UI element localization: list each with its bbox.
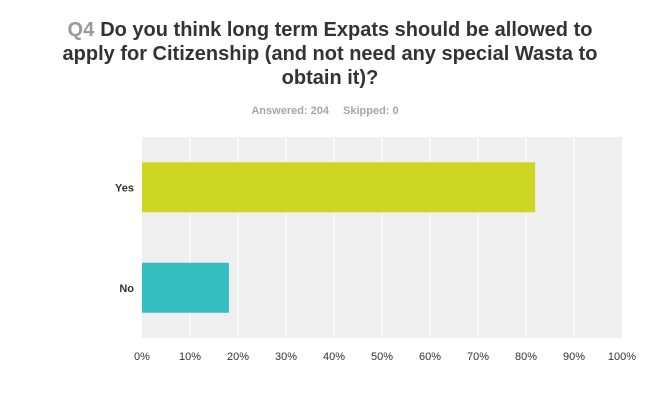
x-tick-label: 20% xyxy=(227,351,249,363)
x-tick-label: 70% xyxy=(467,351,489,363)
category-label: No xyxy=(119,283,134,295)
x-tick-label: 10% xyxy=(179,351,201,363)
x-tick-label: 0% xyxy=(134,351,150,363)
response-stats: Answered: 204 Skipped: 0 xyxy=(0,105,650,117)
x-tick-label: 30% xyxy=(275,351,297,363)
x-tick-label: 80% xyxy=(515,351,537,363)
x-tick-label: 90% xyxy=(563,351,585,363)
x-tick-label: 40% xyxy=(323,351,345,363)
answered-count: Answered: 204 xyxy=(251,105,330,117)
question-text: Do you think long term Expats should be … xyxy=(62,19,598,89)
skipped-count: Skipped: 0 xyxy=(343,105,399,117)
bar-yes xyxy=(142,162,536,213)
x-tick-label: 100% xyxy=(608,351,636,363)
question-title: Q4 Do you think long term Expats should b… xyxy=(60,18,600,90)
x-tick-label: 50% xyxy=(371,351,393,363)
bar-no xyxy=(142,262,229,313)
x-tick-label: 60% xyxy=(419,351,441,363)
category-label: Yes xyxy=(115,182,134,194)
question-number: Q4 xyxy=(67,19,95,41)
